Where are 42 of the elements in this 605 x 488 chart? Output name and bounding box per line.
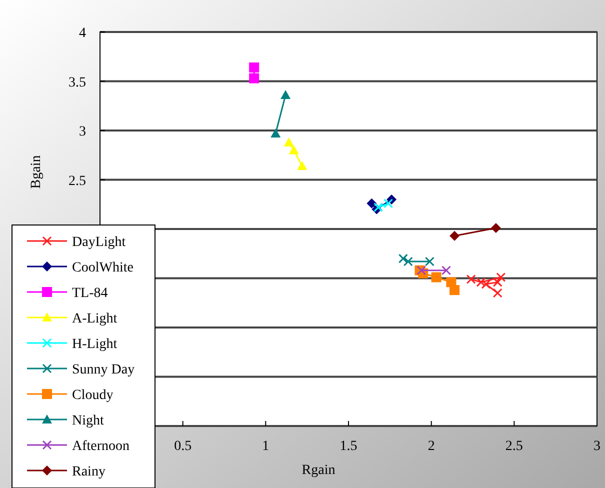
legend-label: Rainy	[72, 464, 106, 480]
legend-label: TL-84	[72, 286, 108, 301]
point	[450, 285, 460, 296]
legend-label: Cloudy	[72, 388, 114, 403]
point	[424, 256, 434, 266]
point	[476, 277, 486, 287]
x-tick-label: 2.5	[505, 439, 523, 454]
y-axis-title: Bgain	[29, 155, 44, 189]
point	[249, 73, 260, 84]
legend-label: A-Light	[72, 312, 118, 326]
legend-label: Afternoon	[72, 439, 130, 454]
point	[441, 266, 451, 276]
point	[249, 62, 260, 72]
y-tick-label: 3	[79, 124, 86, 140]
point	[496, 272, 506, 282]
point	[288, 145, 299, 154]
point	[398, 254, 408, 264]
point	[431, 272, 442, 282]
point	[490, 223, 501, 234]
point	[492, 277, 502, 287]
point	[384, 198, 394, 208]
point	[450, 230, 460, 241]
x-tick-label: 1.5	[340, 439, 358, 454]
x-axis-title: Rgain	[302, 463, 336, 478]
legend-label: Night	[72, 414, 104, 428]
y-tick-label: 3.5	[68, 75, 86, 90]
point	[366, 198, 377, 208]
x-tick-label: 1	[262, 439, 270, 454]
y-tick-label: 2.5	[68, 174, 86, 189]
legend-label: CoolWhite	[72, 260, 134, 276]
legend-label: H-Light	[72, 337, 118, 352]
point	[481, 279, 491, 289]
x-tick-label: 2	[428, 439, 435, 454]
point	[466, 274, 476, 284]
legend-label: Sunny Day	[72, 362, 135, 378]
point	[492, 288, 502, 298]
legend-label: DayLight	[72, 235, 126, 250]
point	[284, 137, 294, 146]
x-tick-label: 3	[594, 439, 600, 454]
point	[297, 160, 308, 170]
y-tick-label: 4	[79, 26, 86, 41]
x-tick-label: 0.5	[174, 439, 192, 454]
